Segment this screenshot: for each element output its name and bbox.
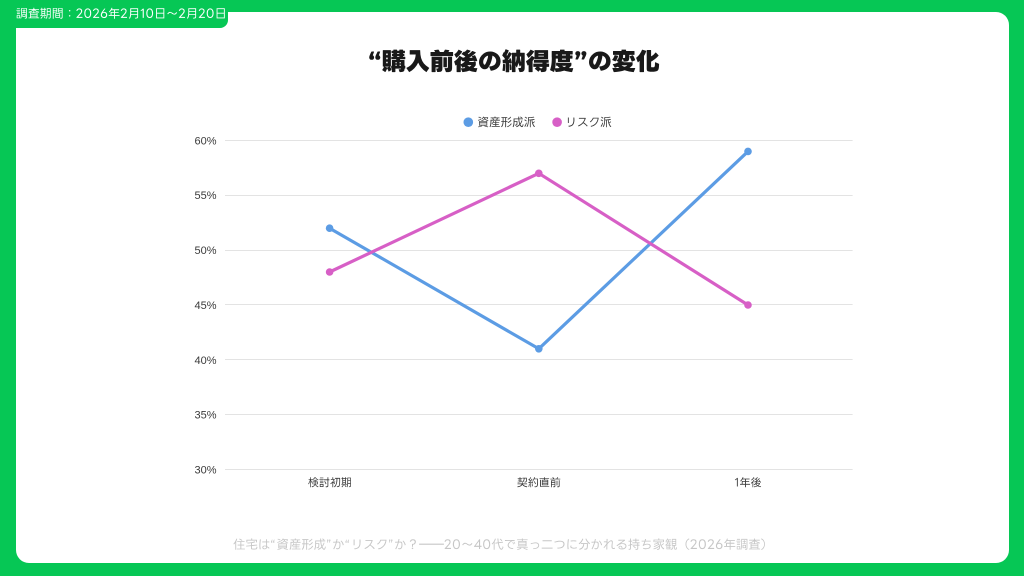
svg-text:30%: 30% bbox=[194, 465, 216, 477]
svg-text:55%: 55% bbox=[194, 190, 216, 202]
svg-text:40%: 40% bbox=[194, 355, 216, 367]
svg-text:35%: 35% bbox=[194, 410, 216, 422]
svg-text:50%: 50% bbox=[194, 245, 216, 257]
svg-text:45%: 45% bbox=[194, 300, 216, 312]
svg-text:60%: 60% bbox=[194, 135, 216, 147]
